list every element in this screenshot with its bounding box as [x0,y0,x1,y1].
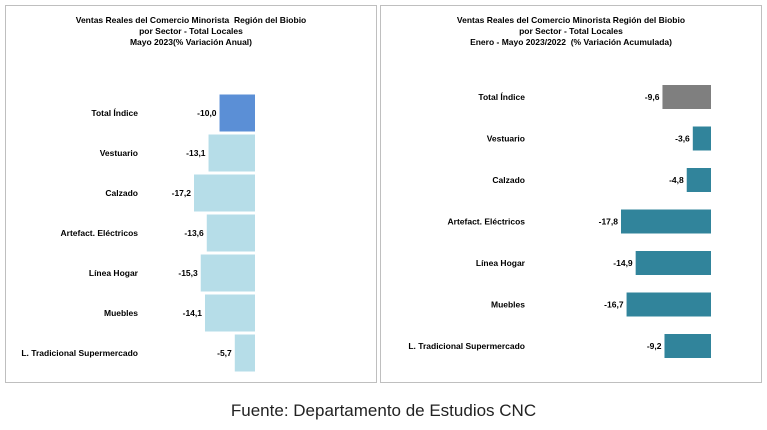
data-label: -14,1 [183,308,203,318]
category-label: Vestuario [487,134,525,144]
category-label: Línea Hogar [89,268,139,278]
bar [686,168,711,192]
chart-title-line-3: Mayo 2023(% Variación Anual) [129,37,253,47]
bar [234,334,255,372]
source-note: Fuente: Departamento de Estudios CNC [230,401,537,420]
data-label: -15,3 [178,268,198,278]
category-label: Calzado [492,175,525,185]
chart-title-line-2: por Sector - Total Locales [139,26,243,36]
bar [662,85,711,109]
data-label: -13,1 [186,148,206,158]
bar-chart-cumulative: -9,6 Total Índice -3,6 Vestuario -4,8 Calzado… [408,85,711,358]
chart-title: Ventas Reales del Comercio Minorista Reg… [381,15,761,48]
bar [194,174,255,212]
bar [626,292,711,317]
chart-panel-annual: Ventas Reales del Comercio Minorista Reg… [5,5,377,383]
data-label: -16,7 [604,300,624,310]
data-label: -17,2 [172,188,192,198]
data-label: -10,0 [197,108,217,118]
bar [664,334,711,358]
category-label: Línea Hogar [476,258,526,268]
data-label: -9,6 [645,92,660,102]
chart-title: Ventas Reales del Comercio Minorista Reg… [6,15,376,48]
category-label: Total Índice [478,92,525,102]
chart-title-line-1: Ventas Reales del Comercio Minorista Reg… [75,15,307,25]
chart-title-line-3: Enero - Mayo 2023/2022 (% Variación Acum… [470,37,672,47]
data-label: -3,6 [675,134,690,144]
chart-title-line-1: Ventas Reales del Comercio Minorista Reg… [456,15,686,25]
bar [219,94,255,132]
data-label: -5,7 [217,348,232,358]
bar [692,126,711,151]
bar [206,214,255,252]
chart-title-line-2: por Sector - Total Locales [519,26,623,36]
data-label: -4,8 [669,175,684,185]
category-label: Total Índice [91,108,138,118]
category-label: Artefact. Eléctricos [61,228,139,238]
bar [208,134,255,172]
data-label: -17,8 [599,217,619,227]
data-label: -9,2 [647,341,662,351]
category-label: Muebles [104,308,138,318]
category-label: L. Tradicional Supermercado [21,348,138,358]
category-label: Muebles [491,300,525,310]
category-label: Artefact. Eléctricos [448,217,526,227]
category-label: Vestuario [100,148,138,158]
category-label: Calzado [105,188,138,198]
bar [621,209,711,234]
category-label: L. Tradicional Supermercado [408,341,525,351]
bar-chart-annual: -10,0 Total Índice -13,1 Vestuario -17,2 Calz… [21,94,255,372]
bar [635,251,711,275]
data-label: -13,6 [184,228,204,238]
data-label: -14,9 [613,258,633,268]
chart-panel-cumulative: Ventas Reales del Comercio Minorista Reg… [380,5,762,383]
bar [200,254,255,292]
bar [204,294,255,332]
